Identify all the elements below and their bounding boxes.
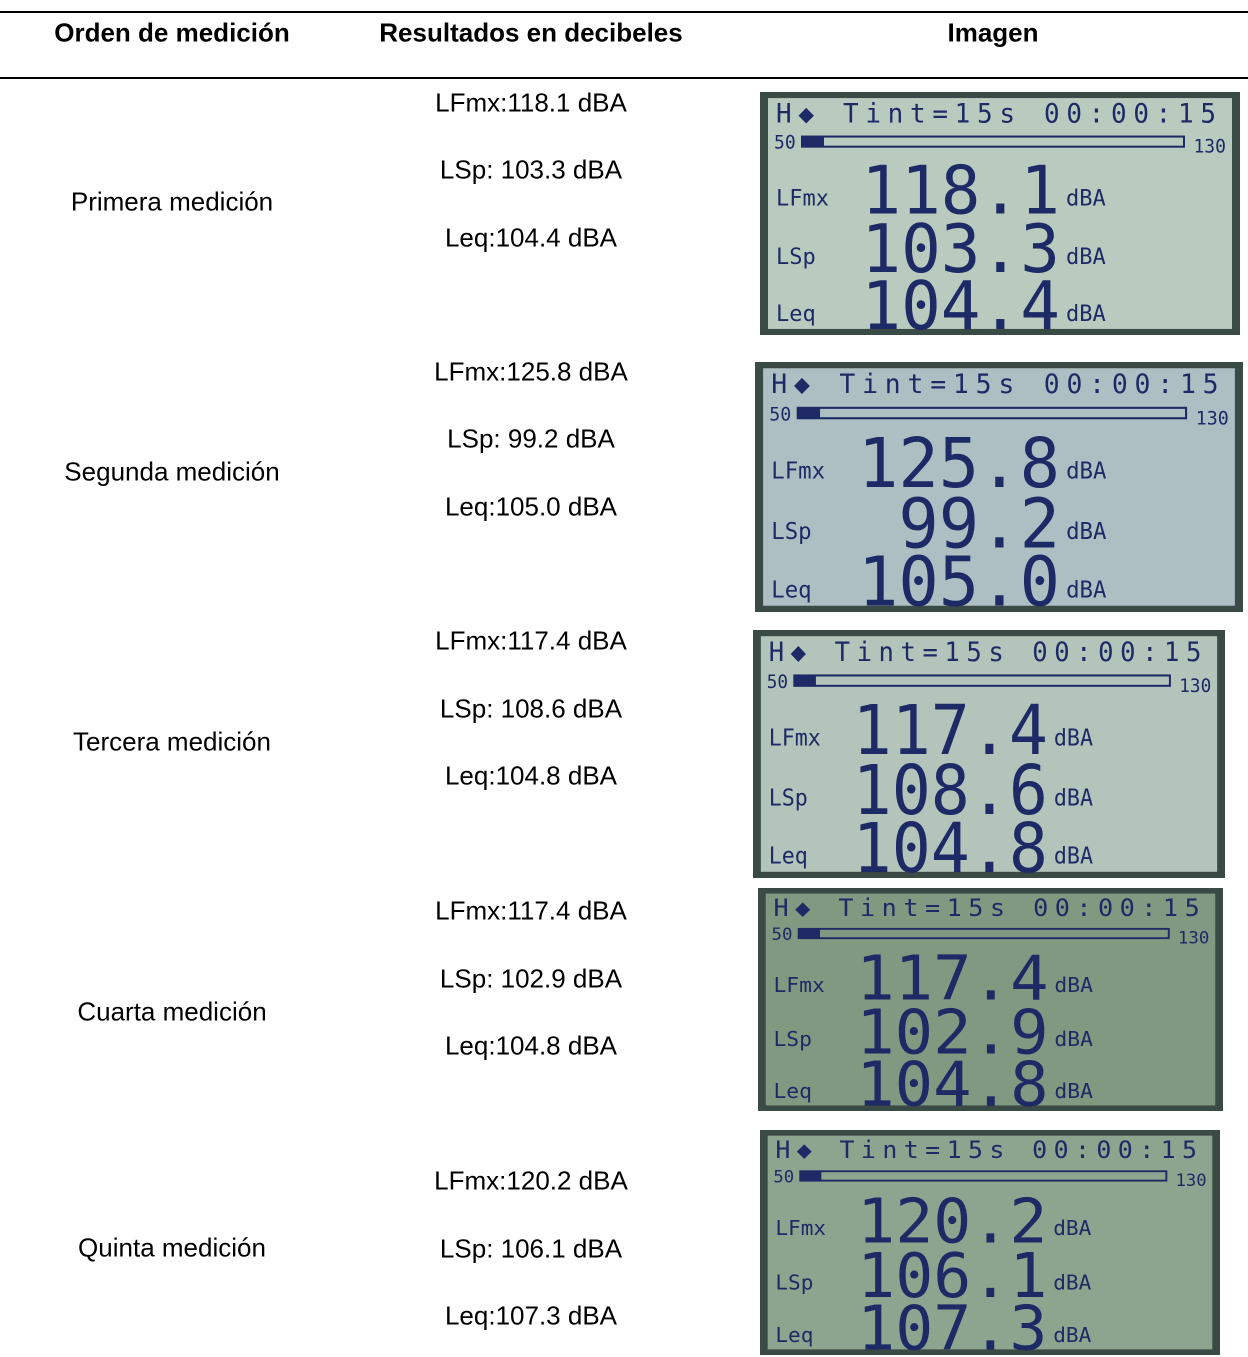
reading-label: LSp	[774, 1027, 812, 1050]
column-header: Orden de medición	[54, 18, 290, 49]
result-line: LSp: 102.9 dBA	[440, 964, 622, 995]
result-line: Leq:105.0 dBA	[445, 492, 617, 523]
reading-unit: dBA	[1054, 843, 1093, 870]
header-rule	[0, 77, 1248, 79]
reading-unit: dBA	[1066, 301, 1106, 327]
result-line: LSp: 99.2 dBA	[447, 424, 615, 455]
reading-unit: dBA	[1053, 1271, 1092, 1295]
result-line: LSp: 103.3 dBA	[440, 155, 622, 186]
scale-fill	[800, 1171, 821, 1180]
scale-max: 130	[1196, 408, 1229, 429]
reading-unit: dBA	[1053, 1216, 1092, 1240]
reading-label: LFmx	[771, 458, 825, 484]
scale-fill	[794, 675, 816, 685]
page: Orden de medición Resultados en decibeles…	[0, 0, 1248, 1357]
scale-fill	[802, 137, 824, 147]
reading-unit: dBA	[1066, 458, 1107, 484]
reading-label: LSp	[771, 519, 811, 545]
result-line: LSp: 106.1 dBA	[440, 1234, 622, 1265]
scale-min: 50	[772, 925, 793, 945]
result-line: LSp: 108.6 dBA	[440, 694, 622, 725]
reading-unit: dBA	[1053, 1323, 1092, 1347]
result-line: Leq:104.8 dBA	[445, 761, 617, 792]
result-line: Leq:104.8 dBA	[445, 1031, 617, 1062]
reading-label: Leq	[771, 577, 811, 603]
scale-fill	[799, 929, 820, 938]
scale-max: 130	[1179, 676, 1211, 698]
reading-unit: dBA	[1054, 973, 1093, 996]
reading-value: 104.8	[856, 1049, 1048, 1111]
reading-unit: dBA	[1066, 185, 1106, 211]
reading-label: LFmx	[769, 725, 821, 752]
column-header: Resultados en decibeles	[379, 18, 682, 49]
result-line: Leq:107.3 dBA	[445, 1301, 617, 1332]
result-line: LFmx:120.2 dBA	[434, 1166, 628, 1197]
result-line: LFmx:118.1 dBA	[435, 88, 627, 119]
reading-unit: dBA	[1054, 725, 1093, 752]
reading-unit: dBA	[1054, 1027, 1093, 1050]
reading-value: 104.8	[853, 808, 1048, 878]
column-header: Imagen	[947, 18, 1038, 49]
reading-label: LSp	[769, 785, 808, 812]
result-line: Leq:104.4 dBA	[445, 223, 617, 254]
reading-label: Leq	[776, 301, 816, 327]
result-line: LFmx:117.4 dBA	[435, 626, 627, 657]
row-label: Tercera medición	[73, 727, 271, 758]
reading-unit: dBA	[1054, 785, 1093, 812]
reading-unit: dBA	[1066, 577, 1107, 603]
reading-value: 107.3	[857, 1292, 1047, 1355]
row-label: Primera medición	[71, 187, 273, 218]
reading-label: LFmx	[775, 1216, 826, 1240]
top-rule	[0, 11, 1248, 13]
scale-min: 50	[767, 671, 788, 693]
reading-unit: dBA	[1066, 519, 1107, 545]
result-line: LFmx:117.4 dBA	[435, 896, 627, 927]
reading-value: 105.0	[858, 543, 1060, 612]
reading-label: LSp	[775, 1271, 813, 1295]
reading-label: LFmx	[776, 185, 829, 211]
reading-label: Leq	[769, 843, 808, 870]
result-line: LFmx:125.8 dBA	[434, 357, 628, 388]
scale-max: 130	[1175, 1171, 1206, 1191]
reading-unit: dBA	[1066, 244, 1106, 270]
reading-label: LSp	[776, 244, 816, 270]
reading-unit: dBA	[1054, 1079, 1093, 1102]
reading-value: 104.4	[861, 267, 1060, 335]
reading-label: Leq	[775, 1323, 813, 1347]
row-label: Quinta medición	[78, 1233, 266, 1264]
reading-label: Leq	[774, 1079, 812, 1102]
scale-min: 50	[769, 404, 791, 425]
scale-max: 130	[1178, 929, 1209, 949]
row-label: Cuarta medición	[77, 997, 266, 1028]
scale-min: 50	[774, 133, 796, 154]
scale-min: 50	[773, 1168, 794, 1188]
scale-max: 130	[1193, 137, 1226, 158]
scale-fill	[798, 408, 820, 418]
reading-label: LFmx	[774, 973, 825, 996]
row-label: Segunda medición	[64, 457, 279, 488]
